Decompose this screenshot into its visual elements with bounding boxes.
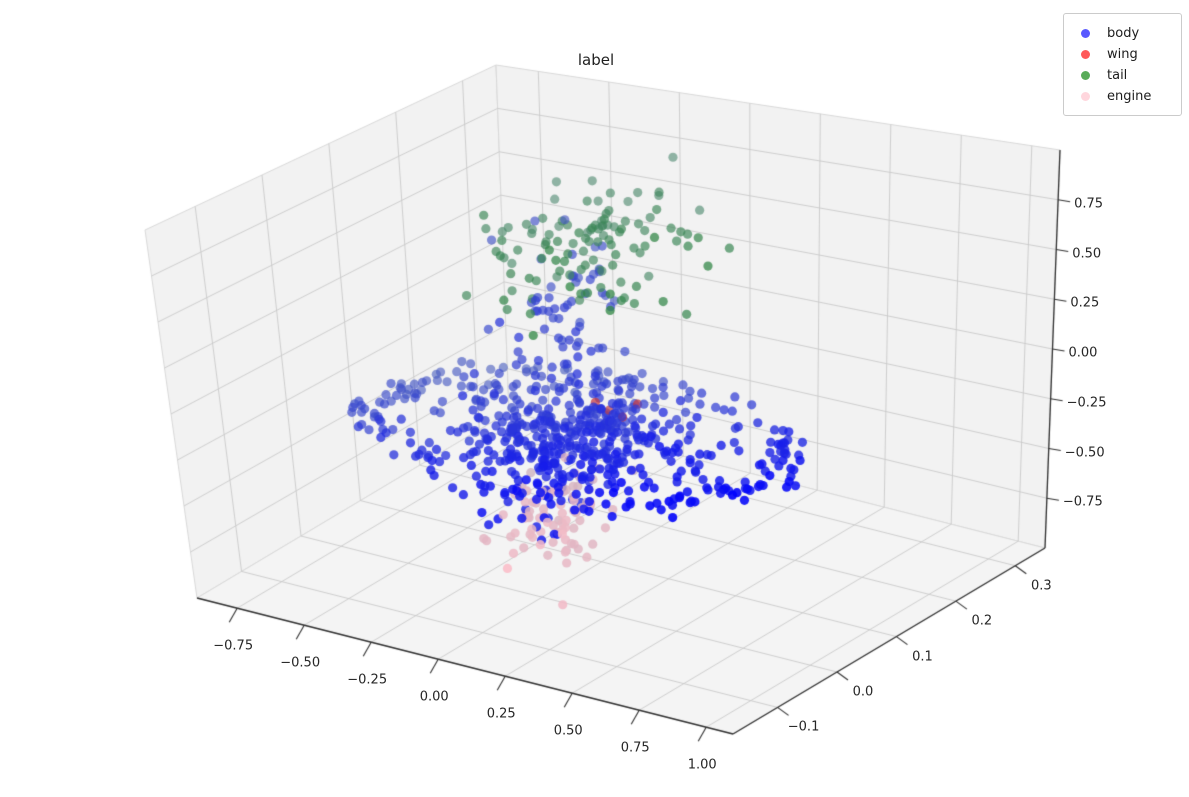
x-tick-label: 0.75 (620, 740, 650, 756)
z-tick-label: −0.75 (1062, 494, 1103, 510)
x-tick-label: 0.50 (553, 723, 583, 739)
legend-item-tail: tail (1081, 65, 1169, 86)
y-tick-label: 0.3 (1030, 578, 1052, 594)
x-tick-label: −0.75 (213, 638, 254, 654)
z-tick-label: 0.75 (1074, 196, 1104, 212)
y-tick-label: 0.1 (912, 649, 933, 665)
z-tick-label: 0.50 (1072, 246, 1102, 261)
x-tick-label: 0.00 (419, 689, 449, 705)
z-tick-label: −0.50 (1064, 445, 1105, 460)
legend-item-body: body (1081, 23, 1169, 44)
legend-item-engine: engine (1081, 86, 1169, 107)
x-tick-label: 0.25 (486, 706, 516, 722)
z-tick-label: 0.25 (1070, 295, 1100, 311)
legend-marker-engine (1081, 92, 1090, 101)
y-tick-label: 0.2 (971, 613, 993, 629)
legend-label-tail: tail (1107, 68, 1128, 83)
legend-label-engine: engine (1107, 89, 1152, 104)
x-tick-label: −0.50 (280, 655, 321, 671)
y-tick-label: 0.0 (852, 684, 874, 700)
legend-item-wing: wing (1081, 44, 1169, 65)
z-tick-label: 0.00 (1068, 345, 1098, 361)
legend-label-body: body (1107, 26, 1140, 41)
z-tick-label: −0.25 (1066, 395, 1107, 411)
legend-label-wing: wing (1107, 47, 1138, 62)
x-tick-label: 1.00 (687, 757, 717, 773)
plot-title: label (577, 51, 615, 69)
y-tick-label: −0.1 (787, 719, 820, 735)
legend-marker-wing (1081, 50, 1090, 59)
legend: body wing tail engine (1063, 13, 1182, 116)
legend-marker-body (1081, 29, 1090, 38)
x-tick-label: −0.25 (347, 672, 388, 688)
legend-marker-tail (1081, 71, 1090, 80)
